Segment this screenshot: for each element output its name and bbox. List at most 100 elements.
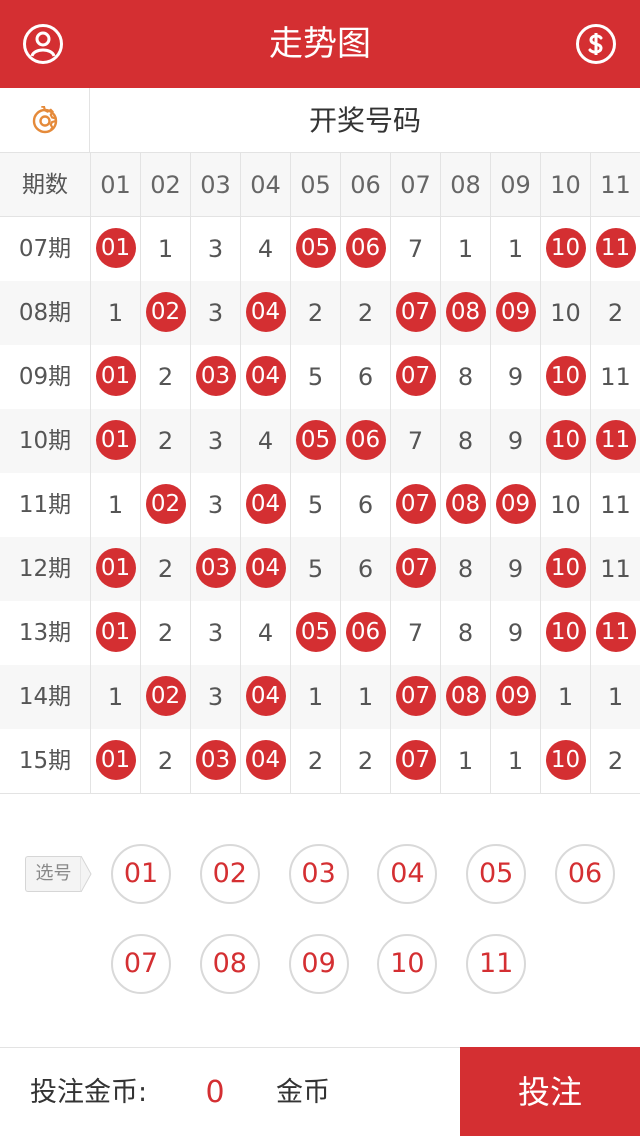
pick-number-ball[interactable]: 06 bbox=[555, 844, 615, 904]
pick-number-ball[interactable]: 08 bbox=[199, 934, 260, 994]
miss-count-cell: 6 bbox=[341, 473, 391, 537]
pick-number-ball[interactable]: 03 bbox=[288, 844, 349, 904]
bet-footer: 投注金币: 0 金币 投注 bbox=[0, 1047, 640, 1136]
miss-count-cell: 1 bbox=[591, 665, 640, 729]
miss-count-cell: 11 bbox=[591, 345, 640, 409]
hit-number-cell: 05 bbox=[291, 409, 341, 473]
miss-count-cell: 3 bbox=[191, 601, 241, 665]
hit-ball: 05 bbox=[295, 420, 336, 460]
hit-ball: 07 bbox=[395, 676, 436, 716]
hit-number-cell: 10 bbox=[541, 217, 591, 281]
hit-ball: 11 bbox=[595, 612, 636, 652]
miss-count-cell: 8 bbox=[441, 409, 491, 473]
user-icon[interactable] bbox=[23, 24, 63, 64]
dollar-icon[interactable] bbox=[576, 24, 616, 64]
pick-number-ball[interactable]: 07 bbox=[111, 934, 171, 994]
hit-ball: 07 bbox=[395, 292, 436, 332]
hit-number-cell: 05 bbox=[291, 217, 341, 281]
hit-ball: 07 bbox=[395, 548, 436, 588]
table-row: 12期 01 2 03 04 5 6 07 8 9 10 11 bbox=[0, 537, 640, 601]
hit-number-cell: 04 bbox=[241, 473, 291, 537]
miss-count-cell: 1 bbox=[491, 729, 541, 793]
miss-count-cell: 11 bbox=[591, 473, 640, 537]
miss-count-cell: 2 bbox=[141, 345, 191, 409]
hit-ball: 01 bbox=[95, 612, 136, 652]
column-header: 10 bbox=[541, 153, 591, 217]
table-row: 14期 1 02 3 04 1 1 07 08 09 1 1 bbox=[0, 665, 640, 729]
miss-count-cell: 2 bbox=[291, 281, 341, 345]
hit-ball: 07 bbox=[395, 484, 436, 524]
hit-number-cell: 06 bbox=[341, 601, 391, 665]
column-header: 02 bbox=[141, 153, 191, 217]
hit-ball: 04 bbox=[245, 676, 286, 716]
hit-number-cell: 02 bbox=[141, 473, 191, 537]
hit-number-cell: 07 bbox=[391, 665, 441, 729]
pick-number-ball[interactable]: 01 bbox=[111, 844, 171, 904]
gear-icon[interactable] bbox=[0, 88, 90, 152]
miss-count-cell: 3 bbox=[191, 217, 241, 281]
column-header: 04 bbox=[241, 153, 291, 217]
pick-number-ball[interactable]: 11 bbox=[466, 934, 527, 994]
hit-ball: 10 bbox=[545, 548, 586, 588]
miss-count-cell: 1 bbox=[141, 217, 191, 281]
hit-number-cell: 01 bbox=[91, 601, 141, 665]
pick-number-ball[interactable]: 10 bbox=[377, 934, 438, 994]
miss-count-cell: 2 bbox=[591, 281, 640, 345]
period-cell: 07期 bbox=[0, 217, 91, 281]
miss-count-cell: 7 bbox=[391, 601, 441, 665]
coins-unit-label: 金币 bbox=[276, 1077, 330, 1108]
nav-header: 走势图 bbox=[0, 0, 640, 88]
table-title-bar: 开奖号码 bbox=[0, 88, 640, 153]
miss-count-cell: 10 bbox=[541, 281, 591, 345]
hit-number-cell: 03 bbox=[191, 345, 241, 409]
hit-number-cell: 10 bbox=[541, 345, 591, 409]
hit-number-cell: 07 bbox=[391, 729, 441, 793]
miss-count-cell: 7 bbox=[391, 217, 441, 281]
miss-count-cell: 1 bbox=[91, 473, 141, 537]
table-divider bbox=[0, 793, 640, 794]
trend-table: 期数 01 02 03 04 05 06 07 08 09 10 11 07期 01 1 3 4 05 06 7 1… bbox=[0, 153, 640, 793]
column-header: 05 bbox=[291, 153, 341, 217]
miss-count-cell: 4 bbox=[241, 409, 291, 473]
miss-count-cell: 4 bbox=[241, 217, 291, 281]
hit-ball: 08 bbox=[445, 484, 486, 524]
table-row: 13期 01 2 3 4 05 06 7 8 9 10 11 bbox=[0, 601, 640, 665]
bet-button[interactable]: 投注 bbox=[460, 1047, 640, 1136]
hit-ball: 03 bbox=[195, 740, 236, 780]
hit-number-cell: 01 bbox=[91, 345, 141, 409]
hit-ball: 03 bbox=[195, 356, 236, 396]
table-row: 15期 01 2 03 04 2 2 07 1 1 10 2 bbox=[0, 729, 640, 793]
miss-count-cell: 2 bbox=[141, 729, 191, 793]
hit-number-cell: 01 bbox=[91, 729, 141, 793]
pick-number-ball[interactable]: 02 bbox=[199, 844, 260, 904]
hit-ball: 06 bbox=[345, 420, 386, 460]
hit-ball: 06 bbox=[345, 612, 386, 652]
hit-number-cell: 02 bbox=[141, 665, 191, 729]
hit-ball: 02 bbox=[145, 676, 186, 716]
hit-ball: 04 bbox=[245, 292, 286, 332]
miss-count-cell: 8 bbox=[441, 601, 491, 665]
pick-number-ball[interactable]: 05 bbox=[466, 844, 527, 904]
hit-number-cell: 10 bbox=[541, 537, 591, 601]
column-header: 07 bbox=[391, 153, 441, 217]
hit-number-cell: 07 bbox=[391, 281, 441, 345]
table-row: 08期 1 02 3 04 2 2 07 08 09 10 2 bbox=[0, 281, 640, 345]
hit-number-cell: 01 bbox=[91, 409, 141, 473]
pick-number-ball[interactable]: 09 bbox=[288, 934, 349, 994]
hit-ball: 08 bbox=[445, 292, 486, 332]
hit-number-cell: 07 bbox=[391, 537, 441, 601]
hit-number-cell: 03 bbox=[191, 729, 241, 793]
table-row: 07期 01 1 3 4 05 06 7 1 1 10 11 bbox=[0, 217, 640, 281]
hit-ball: 01 bbox=[95, 420, 136, 460]
table-header-row: 期数 01 02 03 04 05 06 07 08 09 10 11 bbox=[0, 153, 640, 217]
hit-number-cell: 01 bbox=[91, 217, 141, 281]
pick-number-ball[interactable]: 04 bbox=[377, 844, 438, 904]
hit-number-cell: 04 bbox=[241, 537, 291, 601]
miss-count-cell: 3 bbox=[191, 665, 241, 729]
miss-count-cell: 1 bbox=[91, 281, 141, 345]
hit-ball: 07 bbox=[395, 356, 436, 396]
miss-count-cell: 3 bbox=[191, 281, 241, 345]
hit-number-cell: 10 bbox=[541, 409, 591, 473]
hit-ball: 07 bbox=[395, 740, 436, 780]
hit-number-cell: 09 bbox=[491, 281, 541, 345]
